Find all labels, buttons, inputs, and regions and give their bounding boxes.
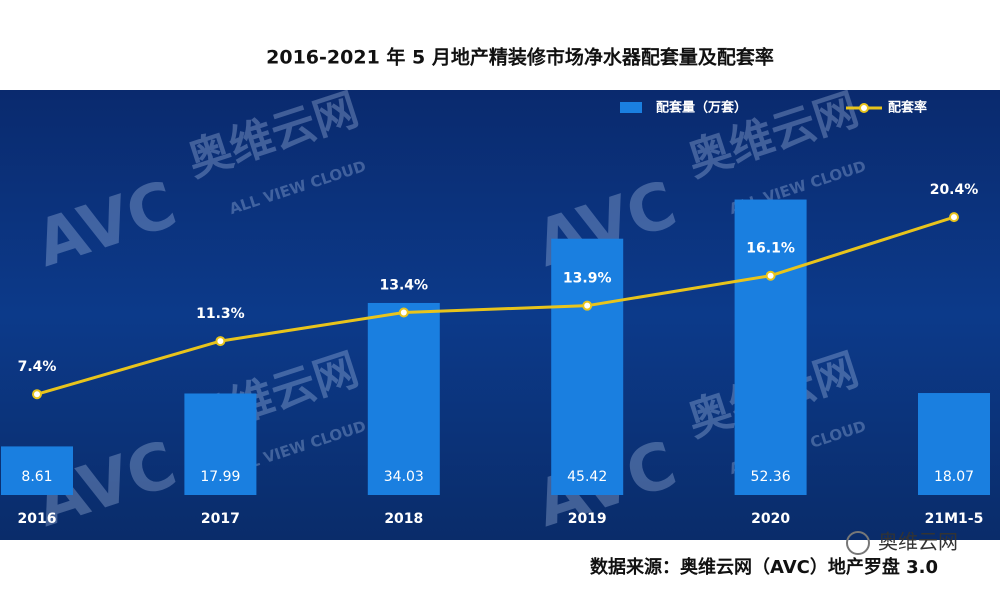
bar [551, 238, 624, 496]
line-value-label: 11.3% [196, 306, 245, 322]
bar-value-label: 17.99 [200, 469, 240, 485]
bar [367, 302, 440, 495]
x-tick-label: 2020 [751, 511, 790, 527]
line-point [215, 336, 226, 347]
chart-title: 2016-2021 年 5 月地产精装修市场净水器配套量及配套率 [266, 46, 774, 69]
plot: 2016 2017 2018 2019 2020 21M1-5 8.61 17.99 34.03… [1, 182, 990, 527]
bar-value-label: 18.07 [934, 469, 974, 485]
legend-swatch-dot [859, 103, 869, 113]
bar-value-label: 52.36 [751, 469, 791, 485]
line-point [398, 307, 409, 318]
line-point [765, 270, 776, 281]
bar [918, 393, 990, 495]
x-tick-label: 21M1-5 [925, 511, 984, 527]
line-point [949, 212, 959, 223]
bar [1, 446, 73, 495]
source-note: 数据来源：奥维云网（AVC）地产罗盘 3.0 [590, 556, 938, 578]
legend: 配套量（万套） 配套率 [620, 100, 927, 116]
line-value-label: 16.1% [746, 241, 795, 257]
bar [184, 393, 257, 495]
x-tick-label: 2019 [568, 511, 607, 527]
bar-value-label: 45.42 [567, 469, 607, 485]
line [36, 215, 955, 396]
line-value-label: 13.4% [380, 277, 429, 293]
plot-background [0, 90, 1000, 540]
wechat-icon [846, 531, 870, 555]
line-value-label: 13.9% [563, 271, 612, 287]
line-value-label: 20.4% [930, 182, 979, 198]
legend-label: 配套率 [888, 100, 927, 116]
x-tick-label: 2016 [18, 511, 57, 527]
x-tick-label: 2017 [201, 511, 240, 527]
legend-label: 配套量（万套） [656, 100, 747, 116]
line-value-label: 7.4% [18, 359, 57, 375]
line-point [582, 300, 593, 311]
bar-value-label: 8.61 [21, 469, 52, 485]
x-tick-label: 2018 [384, 511, 423, 527]
bar [734, 199, 807, 496]
line-point [32, 389, 42, 400]
bar-value-label: 34.03 [384, 469, 424, 485]
corner-brand: 奥维云网 [878, 530, 958, 554]
legend-swatch [620, 102, 642, 113]
